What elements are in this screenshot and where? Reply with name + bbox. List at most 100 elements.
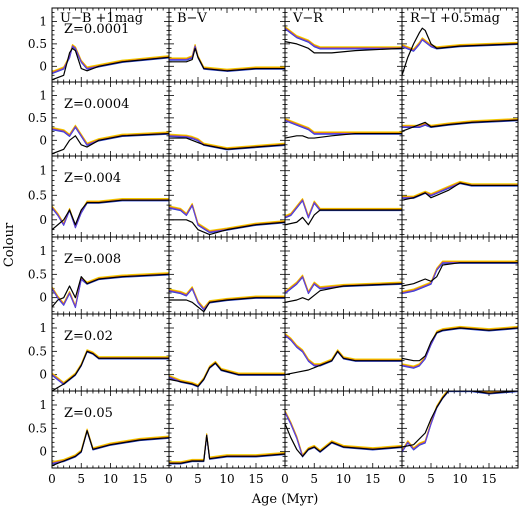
- series-black: [402, 262, 518, 287]
- series-black: [402, 391, 518, 448]
- curves: [402, 27, 518, 76]
- panel-r5-c3: 0 5 10 15: [398, 390, 519, 486]
- panel-frame: [401, 390, 519, 469]
- series-yellow: [402, 180, 518, 197]
- panel-frame: [51, 390, 170, 469]
- column-label: V−R: [292, 11, 324, 26]
- series-black: [285, 132, 402, 139]
- curves: [52, 43, 169, 81]
- row-label: Z=0.0001: [64, 22, 129, 37]
- series-purple: [285, 276, 402, 294]
- series-orange: [402, 261, 518, 293]
- panel-frame: [168, 236, 286, 315]
- y-tick-label: 0.5: [28, 267, 47, 281]
- panel-r0-c3: R−I +0.5mag: [401, 7, 519, 83]
- y-tick-label: 0.5: [28, 188, 47, 202]
- y-tick-label: 1: [39, 88, 47, 102]
- curves: [52, 272, 169, 309]
- series-black: [169, 47, 285, 72]
- series-black: [52, 47, 169, 81]
- series-purple: [402, 262, 518, 294]
- series-yellow: [402, 391, 505, 451]
- series-black: [169, 434, 285, 464]
- curves: [52, 124, 169, 155]
- curves: [285, 274, 402, 303]
- panel-frame: [401, 155, 519, 238]
- series-orange: [402, 181, 518, 198]
- curves: [402, 260, 518, 295]
- y-tick-label: 0: [39, 291, 47, 305]
- series-yellow: [169, 360, 285, 386]
- panel-r1-c1: [168, 81, 286, 157]
- panel-r3-c1: [168, 236, 286, 315]
- panel-r5-c1: 0 5 10 15: [165, 390, 286, 486]
- series-blue: [169, 435, 285, 465]
- series-yellow: [402, 260, 518, 292]
- y-axis-label: Colour: [2, 222, 17, 267]
- series-black: [52, 199, 169, 231]
- series-orange: [285, 26, 402, 49]
- curves: [169, 202, 285, 236]
- panel-r1-c0: 0 0.5 1 Z=0.0004: [28, 81, 170, 157]
- series-black: [402, 119, 518, 132]
- panel-frame: [401, 236, 519, 315]
- series-black: [52, 273, 169, 308]
- x-tick-label: 0: [165, 472, 173, 486]
- row-label: Z=0.05: [64, 406, 113, 421]
- x-tick-label: 15: [481, 472, 496, 486]
- y-tick-label: 0: [39, 133, 47, 147]
- curves: [285, 332, 402, 376]
- curves: [402, 117, 518, 132]
- series-purple: [402, 327, 518, 369]
- panel-frame: [401, 313, 519, 392]
- series-orange: [169, 203, 285, 232]
- x-tick-label: 5: [77, 472, 85, 486]
- series-orange: [52, 429, 169, 464]
- series-blue: [52, 46, 169, 75]
- panel-r0-c1: B−V: [168, 7, 286, 83]
- x-tick-label: 15: [365, 472, 380, 486]
- x-tick-label: 0: [281, 472, 289, 486]
- panel-r5-c0: 0 0.5 1 Z=0.05 0 5 10 15: [28, 390, 170, 486]
- series-yellow: [169, 202, 285, 232]
- y-tick-label: 0: [39, 368, 47, 382]
- series-black: [52, 350, 169, 391]
- series-black: [285, 350, 402, 376]
- panel-r4-c3: [401, 313, 519, 392]
- row-label: Z=0.0004: [64, 97, 129, 112]
- series-yellow: [285, 26, 402, 48]
- row-label: Z=0.02: [64, 329, 113, 344]
- series-black: [52, 430, 169, 467]
- x-tick-label: 15: [248, 472, 263, 486]
- x-tick-label: 0: [48, 472, 56, 486]
- series-purple: [169, 434, 285, 464]
- series-purple: [52, 273, 169, 308]
- series-blue: [402, 328, 518, 369]
- panel-r2-c1: [168, 155, 286, 238]
- series-purple: [52, 199, 169, 228]
- y-tick-label: 0.5: [28, 37, 47, 51]
- series-black: [402, 327, 518, 362]
- curves: [402, 325, 518, 369]
- y-tick-label: 1: [39, 164, 47, 178]
- series-black: [402, 27, 518, 76]
- panel-r1-c2: [284, 81, 403, 157]
- panel-r2-c0: 0 0.5 1 Z=0.004: [28, 155, 170, 238]
- series-orange: [169, 134, 285, 150]
- panel-frame: [51, 81, 170, 157]
- curves: [285, 198, 402, 226]
- panel-r1-c3: [401, 81, 519, 157]
- y-tick-label: 1: [39, 398, 47, 412]
- row-label: Z=0.008: [64, 252, 121, 267]
- curves: [285, 118, 402, 139]
- panel-frame: [51, 155, 170, 238]
- series-yellow: [169, 133, 285, 149]
- series-blue: [285, 412, 402, 458]
- panel-r0-c2: V−R: [284, 7, 403, 83]
- series-orange: [52, 349, 169, 384]
- y-tick-label: 0.5: [28, 111, 47, 125]
- series-black: [285, 41, 402, 54]
